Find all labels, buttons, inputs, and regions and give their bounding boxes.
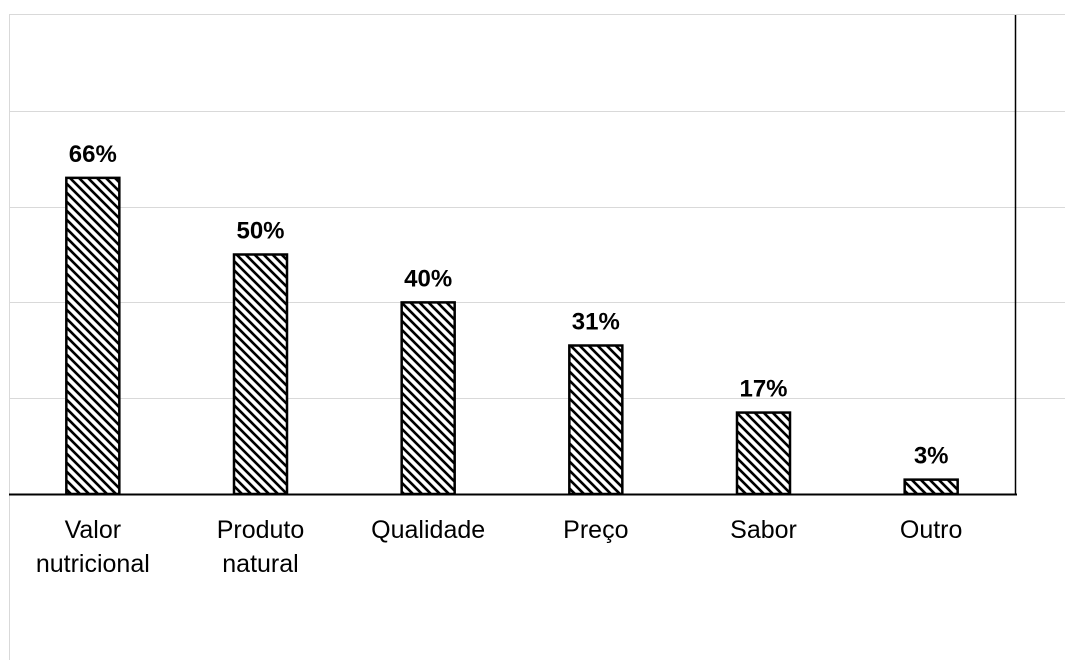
x-tick-label-line: Preço [563,516,628,544]
bars [65,176,959,496]
x-tick-label: Sabor [730,516,797,544]
data-label: 50% [236,218,284,245]
bar [65,176,121,496]
bar [568,344,624,496]
x-tick-label: Preço [563,516,628,544]
data-label: 40% [404,265,452,292]
x-tick-label: Produto natural [217,516,305,578]
x-tick-label-line: Produto [217,516,305,544]
x-tick-label: Valor nutricional [36,516,150,578]
bar [232,253,289,496]
gridlines [9,111,1065,399]
x-tick-label-line: natural [222,550,298,578]
x-tick-label-line: nutricional [36,550,150,578]
x-tick-label-line: Valor [65,516,122,544]
bar [903,478,959,496]
x-tick-labels: Valor nutricional Produto natural Qualidade P… [36,516,963,578]
bar [735,411,792,496]
x-tick-label: Outro [900,516,963,544]
data-label: 66% [69,141,117,168]
bar [400,301,456,496]
data-labels: 66% 50% 40% 31% 17% 3% [69,141,949,470]
x-tick-label-line: Outro [900,516,963,544]
data-label: 3% [914,443,949,470]
data-label: 31% [572,309,620,336]
x-tick-label-line: Qualidade [371,516,485,544]
x-tick-label-line: Sabor [730,516,797,544]
x-tick-label: Qualidade [371,516,485,544]
data-label: 17% [739,376,787,403]
chart-border [9,14,1065,660]
